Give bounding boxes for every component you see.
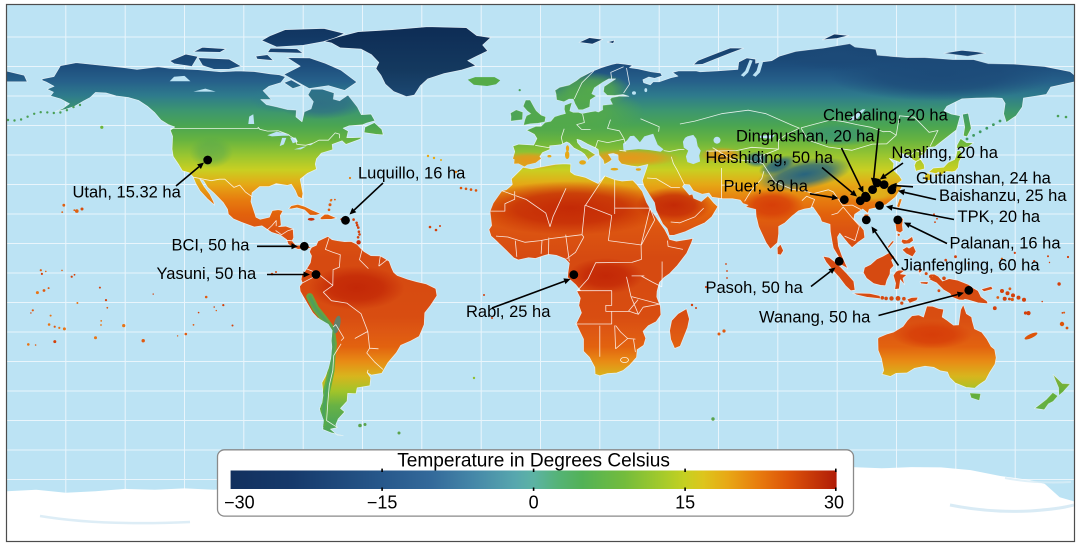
svg-text:Pasoh, 50 ha: Pasoh, 50 ha [706, 279, 804, 297]
svg-text:Gutianshan, 24 ha: Gutianshan, 24 ha [916, 170, 1052, 188]
svg-text:TPK, 20 ha: TPK, 20 ha [958, 208, 1041, 226]
svg-text:Chebaling, 20 ha: Chebaling, 20 ha [823, 107, 949, 125]
svg-text:Rabi, 25 ha: Rabi, 25 ha [466, 303, 551, 321]
svg-text:Utah, 15.32 ha: Utah, 15.32 ha [73, 184, 182, 202]
svg-text:Nanling, 20 ha: Nanling, 20 ha [892, 144, 999, 162]
svg-text:Puer, 30 ha: Puer, 30 ha [724, 178, 809, 196]
svg-text:30: 30 [824, 493, 844, 513]
svg-text:15: 15 [675, 493, 695, 513]
svg-text:−15: −15 [367, 493, 398, 513]
svg-text:−30: −30 [224, 493, 255, 513]
svg-text:Yasuni, 50 ha: Yasuni, 50 ha [157, 265, 258, 283]
svg-text:Dinghushan, 20 ha: Dinghushan, 20 ha [736, 128, 875, 146]
svg-text:Baishanzu, 25 ha: Baishanzu, 25 ha [939, 187, 1067, 205]
svg-text:Palanan, 16 ha: Palanan, 16 ha [950, 234, 1062, 252]
svg-text:BCI, 50 ha: BCI, 50 ha [172, 237, 251, 255]
svg-text:Luquillo, 16 ha: Luquillo, 16 ha [358, 164, 466, 182]
svg-text:Wanang, 50 ha: Wanang, 50 ha [759, 309, 871, 327]
svg-text:Temperature in Degrees Celsius: Temperature in Degrees Celsius [397, 451, 670, 472]
svg-text:Jianfengling, 60 ha: Jianfengling, 60 ha [901, 257, 1040, 275]
svg-text:0: 0 [529, 493, 539, 513]
svg-text:Heishiding, 50 ha: Heishiding, 50 ha [706, 149, 834, 167]
